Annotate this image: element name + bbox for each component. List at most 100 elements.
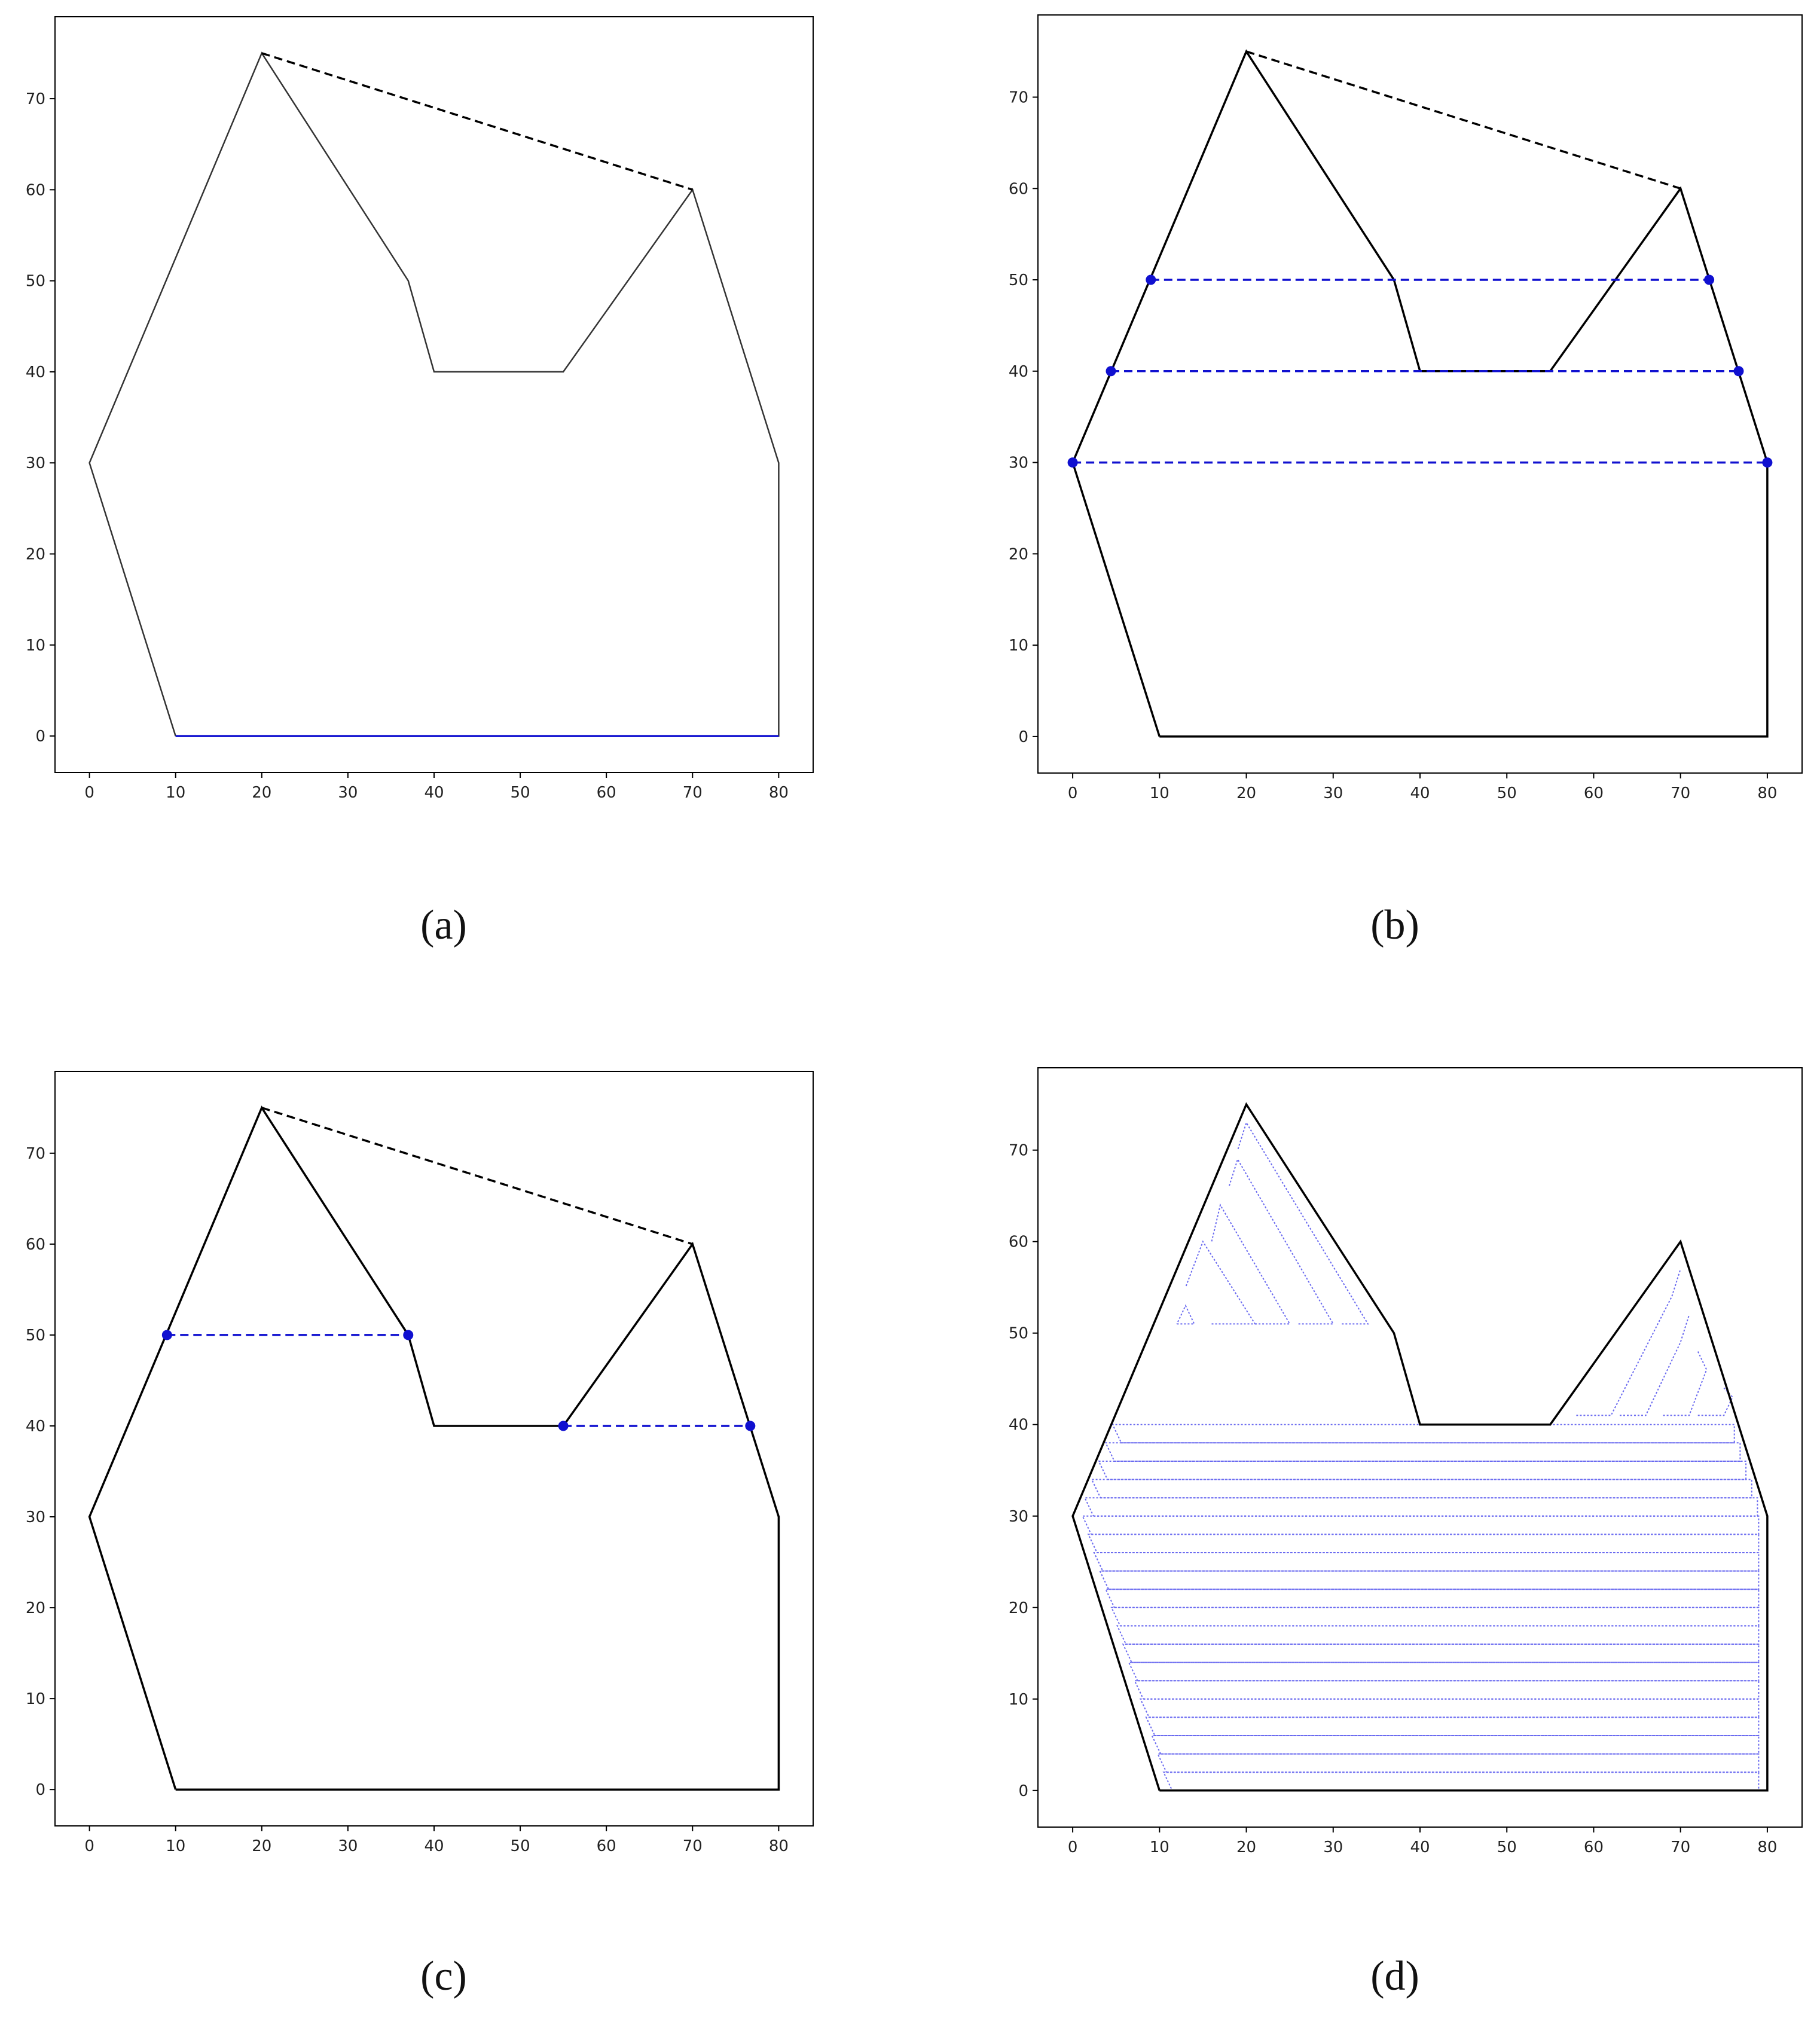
y-tick-label: 20 <box>1009 1599 1028 1617</box>
x-tick-label: 30 <box>1323 784 1343 802</box>
split-point <box>1733 366 1744 377</box>
coverage-row <box>1093 1552 1760 1572</box>
coverage-strip <box>1176 1304 1195 1325</box>
x-tick-label: 10 <box>1150 1838 1169 1856</box>
y-tick-label: 40 <box>1009 363 1028 381</box>
coverage-strip <box>1576 1269 1681 1416</box>
y-tick-label: 10 <box>1009 1691 1028 1709</box>
split-point <box>161 1330 172 1340</box>
y-tick-label: 30 <box>26 1508 45 1526</box>
polygon-boundary <box>1071 49 1769 738</box>
x-tick-label: 70 <box>683 1837 703 1855</box>
coverage-strip <box>1184 1240 1256 1325</box>
y-tick-label: 30 <box>1009 454 1028 472</box>
x-tick-label: 20 <box>1236 1838 1256 1856</box>
split-point <box>745 1421 756 1431</box>
coverage-row <box>1156 1753 1760 1773</box>
x-tick-label: 30 <box>338 1837 358 1855</box>
coverage-strip <box>1237 1121 1369 1325</box>
x-tick-label: 70 <box>1671 1838 1690 1856</box>
split-point <box>1106 366 1116 377</box>
y-tick-label: 10 <box>26 1690 45 1708</box>
coverage-row <box>1116 1625 1760 1645</box>
y-tick-label: 20 <box>1009 545 1028 563</box>
axes-frame <box>1037 14 1803 774</box>
x-tick-label: 0 <box>84 784 94 802</box>
caption-b: (b) <box>1370 902 1419 948</box>
coverage-strip <box>1663 1351 1708 1416</box>
y-tick-label: 10 <box>1009 637 1028 655</box>
panel-c: 0 10 20 30 40 50 60 70 80 0 10 20 30 40 50 60 70 <box>26 1071 814 1855</box>
coverage-row <box>1145 1716 1760 1736</box>
x-tick-label: 70 <box>683 784 703 802</box>
y-tick-label: 60 <box>26 1236 45 1254</box>
coverage-row <box>1098 1461 1747 1480</box>
y-tick-label: 50 <box>26 1327 45 1345</box>
x-tick-label: 50 <box>511 1837 530 1855</box>
x-tick-label: 40 <box>1410 784 1430 802</box>
hull-edge <box>261 1107 693 1245</box>
x-tick-label: 80 <box>769 1837 789 1855</box>
polygon-boundary <box>88 51 780 737</box>
x-tick-label: 0 <box>1068 784 1078 802</box>
x-tick-label: 20 <box>1236 784 1256 802</box>
coverage-row <box>1111 1424 1735 1444</box>
x-tick-label: 50 <box>511 784 530 802</box>
panel-b: 0 10 20 30 40 50 60 70 80 0 10 20 30 40 50 60 70 <box>1009 14 1803 802</box>
x-tick-label: 10 <box>1150 784 1169 802</box>
axes-frame <box>1037 1067 1803 1828</box>
caption-a: (a) <box>420 902 467 948</box>
y-tick-label: 70 <box>1009 1142 1028 1160</box>
x-tick-label: 40 <box>424 784 444 802</box>
x-tick-label: 80 <box>1757 1838 1777 1856</box>
y-tick-label: 70 <box>26 1145 45 1163</box>
y-tick-label: 0 <box>1018 1782 1028 1800</box>
x-tick-label: 50 <box>1497 784 1517 802</box>
split-point <box>558 1421 569 1431</box>
caption-d: (d) <box>1370 1953 1419 1999</box>
y-tick-label: 50 <box>1009 1325 1028 1343</box>
y-tick-label: 70 <box>1009 88 1028 106</box>
split-point <box>1067 457 1078 468</box>
coverage-row <box>1104 1442 1741 1462</box>
y-tick-label: 0 <box>35 728 45 746</box>
x-tick-label: 0 <box>1068 1838 1078 1856</box>
polygon-boundary <box>1071 1102 1769 1792</box>
coverage-row <box>1162 1771 1760 1791</box>
coverage-strip <box>1228 1157 1335 1325</box>
x-tick-label: 30 <box>338 784 358 802</box>
coverage-row <box>1110 1606 1760 1627</box>
split-point <box>1704 274 1715 285</box>
x-tick-label: 20 <box>252 1837 271 1855</box>
coverage-row <box>1091 1479 1752 1499</box>
split-point <box>403 1330 414 1340</box>
y-tick-label: 60 <box>1009 1233 1028 1251</box>
y-tick-label: 20 <box>26 1599 45 1617</box>
coverage-strip <box>1211 1203 1291 1325</box>
x-tick-label: 0 <box>84 1837 94 1855</box>
x-tick-label: 50 <box>1497 1838 1517 1856</box>
coverage-row <box>1139 1698 1760 1718</box>
coverage-row <box>1151 1735 1760 1755</box>
y-tick-label: 70 <box>26 90 45 108</box>
coverage-row <box>1099 1570 1760 1590</box>
y-tick-label: 40 <box>26 1418 45 1435</box>
x-tick-label: 80 <box>1757 784 1777 802</box>
hull-edge <box>1245 50 1681 190</box>
coverage-row <box>1134 1680 1760 1700</box>
y-tick-label: 50 <box>1009 271 1028 289</box>
coverage-row <box>1128 1661 1760 1682</box>
y-tick-label: 60 <box>1009 180 1028 198</box>
coverage-row <box>1083 1497 1758 1517</box>
axes-frame <box>54 16 814 773</box>
y-tick-label: 20 <box>26 546 45 564</box>
y-tick-label: 40 <box>1009 1416 1028 1434</box>
x-tick-label: 60 <box>1584 1838 1604 1856</box>
x-tick-label: 60 <box>597 1837 616 1855</box>
y-tick-label: 30 <box>1009 1508 1028 1526</box>
x-tick-label: 80 <box>769 784 789 802</box>
coverage-row <box>1081 1515 1760 1535</box>
x-tick-label: 40 <box>424 1837 444 1855</box>
coverage-row <box>1104 1589 1760 1608</box>
split-point <box>1762 457 1773 468</box>
